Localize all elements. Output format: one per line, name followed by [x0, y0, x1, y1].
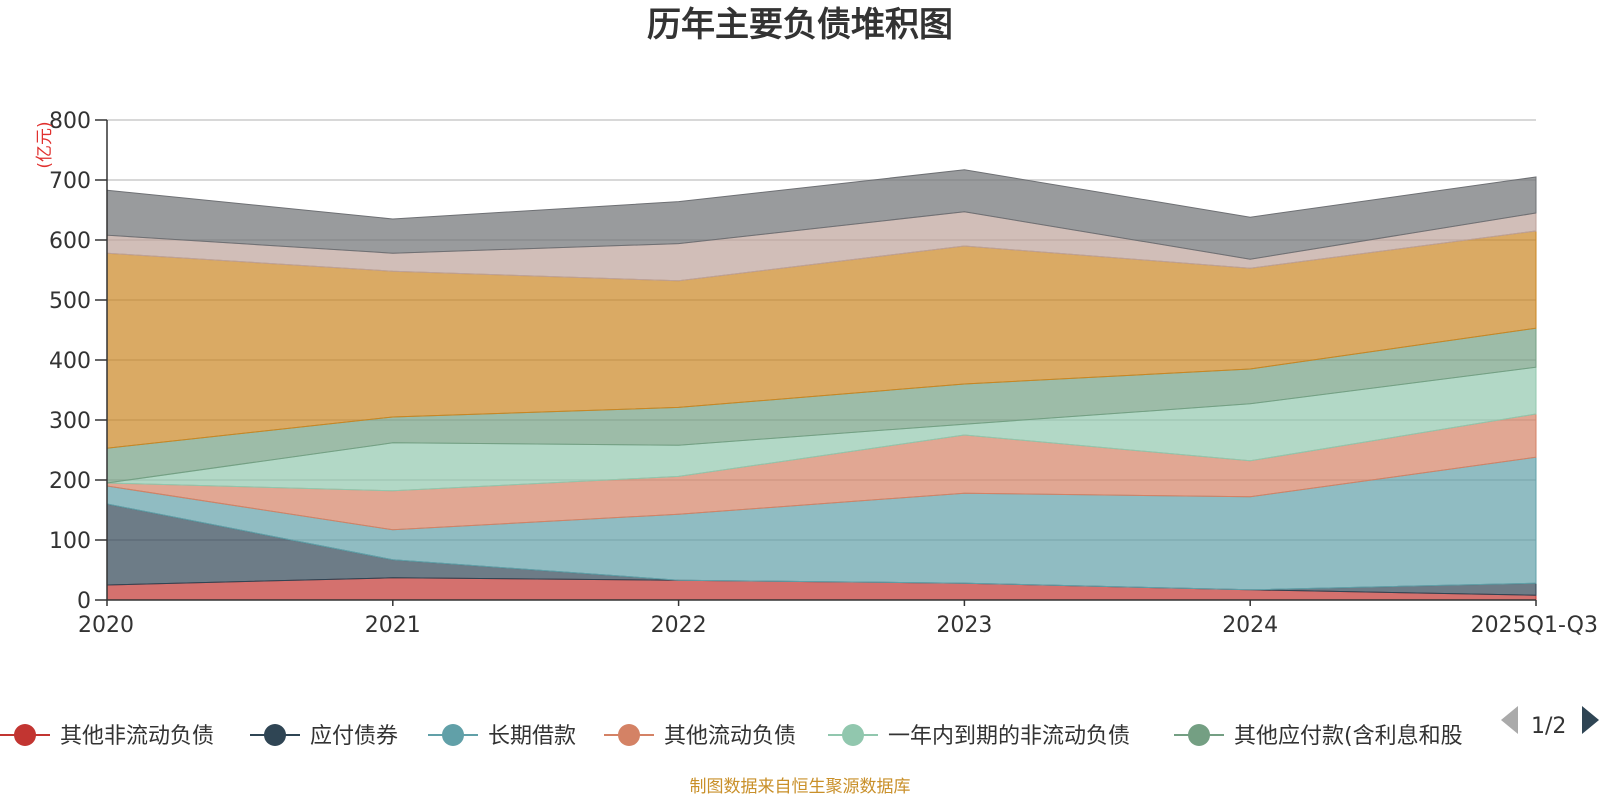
legend-label: 其他应付款(含利息和股	[1234, 724, 1463, 749]
y-tick-label: 0	[77, 589, 91, 614]
legend-next-icon[interactable]	[1582, 706, 1599, 734]
area-series-9	[106, 169, 1537, 260]
x-tick-label: 2023	[936, 613, 992, 638]
legend-circle-icon	[264, 724, 286, 746]
legend-item-2[interactable]: 应付债券	[250, 724, 398, 749]
legend-item-3[interactable]: 长期借款	[428, 724, 576, 749]
x-tick-label: 2020	[78, 613, 134, 638]
areas	[106, 169, 1537, 601]
data-source-note: 制图数据来自恒生聚源数据库	[690, 777, 911, 797]
y-tick-label: 600	[49, 229, 91, 254]
legend-circle-icon	[14, 724, 36, 746]
legend-label: 长期借款	[488, 724, 576, 749]
legend-circle-icon	[1188, 724, 1210, 746]
y-tick-label: 200	[49, 469, 91, 494]
legend-pager: 1/2	[1501, 706, 1599, 739]
chart-title: 历年主要负债堆积图	[647, 5, 953, 45]
legend-circle-icon	[442, 724, 464, 746]
legend-item-5[interactable]: 一年内到期的非流动负债	[828, 724, 1130, 749]
legend-label: 应付债券	[310, 724, 398, 749]
y-tick-label: 300	[49, 409, 91, 434]
legend-label: 其他非流动负债	[60, 724, 214, 749]
y-tick-label: 100	[49, 529, 91, 554]
legend: 其他非流动负债 应付债券 长期借款 其他流动负债 一年内到期的非流动负债 其他应付款(含利…	[0, 724, 1463, 749]
x-tick-label: 2025Q1-Q3	[1471, 613, 1598, 638]
y-tick-label: 500	[49, 289, 91, 314]
legend-circle-icon	[618, 724, 640, 746]
legend-item-1[interactable]: 其他非流动负债	[0, 724, 214, 749]
legend-label: 其他流动负债	[664, 724, 796, 749]
legend-item-4[interactable]: 其他流动负债	[604, 724, 796, 749]
axes: 0 100 200 300 400 500 600 700 800 2020 2021 2022 202…	[49, 109, 1598, 638]
legend-label: 一年内到期的非流动负债	[888, 724, 1130, 749]
y-tick-label: 400	[49, 349, 91, 374]
x-tick-label: 2021	[365, 613, 421, 638]
x-tick-label: 2024	[1222, 613, 1278, 638]
legend-item-6[interactable]: 其他应付款(含利息和股	[1174, 724, 1463, 749]
legend-page-indicator: 1/2	[1531, 714, 1566, 739]
y-axis-unit: (亿元)	[35, 121, 55, 168]
legend-prev-icon[interactable]	[1501, 706, 1518, 734]
y-tick-label: 700	[49, 169, 91, 194]
x-tick-label: 2022	[651, 613, 707, 638]
legend-circle-icon	[842, 724, 864, 746]
y-tick-label: 800	[49, 109, 91, 134]
